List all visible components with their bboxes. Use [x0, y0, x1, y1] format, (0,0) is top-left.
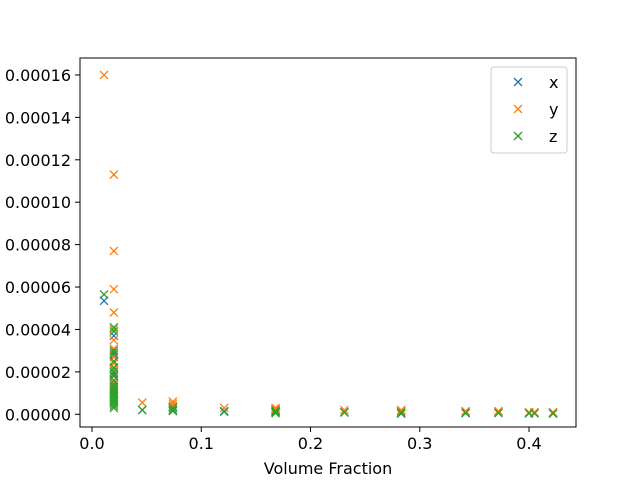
x-tick-label: 0.2 — [298, 434, 323, 453]
legend-box — [490, 66, 568, 154]
data-point-z — [396, 409, 406, 419]
data-point-y — [109, 344, 119, 353]
data-point-y — [109, 352, 119, 362]
x-tick-label: 0.3 — [407, 434, 432, 453]
data-point-y — [137, 398, 147, 408]
data-point-z — [109, 388, 119, 398]
data-point-y — [548, 407, 558, 417]
data-point-y — [168, 399, 178, 409]
data-point-z — [109, 394, 119, 404]
data-point-y — [109, 308, 119, 317]
data-point-y — [109, 335, 119, 345]
data-point-z — [530, 408, 539, 418]
data-point-z — [493, 408, 503, 418]
data-point-z — [109, 367, 119, 377]
y-tick-label: 0.00010 — [5, 193, 71, 212]
legend-item-z: z — [513, 127, 557, 146]
data-point-z — [109, 363, 119, 373]
data-point-z — [109, 382, 119, 392]
legend-marker-x — [513, 77, 523, 87]
data-point-y — [109, 246, 119, 256]
legend-marker-z — [513, 131, 523, 141]
plot-frame — [79, 57, 577, 428]
y-tick-label: 0.00000 — [5, 405, 71, 424]
plot-points — [99, 70, 558, 419]
data-point-z — [109, 399, 119, 409]
data-point-z — [137, 405, 147, 415]
data-point-z — [109, 348, 119, 358]
data-point-z — [109, 384, 119, 394]
x-axis-ticks: 0.0 0.1 0.2 0.3 0.4 — [79, 427, 542, 453]
legend: xyz — [490, 66, 568, 154]
data-point-y — [493, 406, 503, 416]
data-point-z — [109, 346, 119, 356]
data-point-y — [396, 405, 406, 415]
y-tick-label: 0.00016 — [5, 66, 71, 85]
data-point-z — [271, 408, 281, 418]
data-point-z — [271, 407, 281, 417]
data-point-y — [219, 403, 229, 413]
data-point-y — [530, 407, 539, 417]
y-tick-label: 0.00006 — [5, 278, 71, 297]
y-tick-label: 0.00004 — [5, 320, 71, 339]
y-tick-label: 0.00014 — [5, 108, 71, 127]
data-point-y — [109, 170, 119, 180]
data-point-y — [396, 406, 406, 416]
data-point-x — [99, 296, 109, 306]
data-point-z — [109, 390, 119, 400]
data-point-z — [109, 371, 119, 381]
data-point-x — [109, 369, 119, 379]
data-point-z — [168, 405, 178, 415]
data-point-y — [109, 378, 119, 387]
data-point-z — [271, 406, 281, 416]
legend-marker-y — [513, 104, 523, 114]
data-point-z — [219, 407, 229, 417]
x-tick-label: 0.1 — [189, 434, 214, 453]
legend-item-y: y — [513, 100, 558, 119]
data-point-z — [168, 406, 178, 416]
data-point-x — [109, 331, 119, 341]
data-point-z — [548, 409, 558, 419]
y-tick-label: 0.00008 — [5, 236, 71, 255]
legend-label: x — [549, 73, 558, 92]
x-axis-label: Volume Fraction — [264, 459, 392, 478]
data-point-y — [109, 284, 119, 294]
data-point-z — [339, 408, 349, 418]
x-tick-label: 0.0 — [79, 434, 104, 453]
data-point-z — [109, 401, 119, 411]
data-point-z — [168, 403, 178, 413]
x-tick-label: 0.4 — [516, 434, 541, 453]
data-point-x — [109, 350, 119, 360]
data-point-y — [461, 406, 471, 416]
legend-label: z — [549, 127, 557, 146]
data-point-y — [99, 70, 109, 80]
y-tick-label: 0.00002 — [5, 363, 71, 382]
legend-label: y — [549, 100, 558, 119]
data-point-z — [461, 408, 471, 418]
data-point-x — [271, 405, 281, 415]
data-point-z — [109, 397, 119, 407]
data-point-z — [109, 322, 119, 332]
data-point-z — [109, 386, 119, 396]
data-point-z — [109, 392, 119, 402]
data-point-y — [109, 324, 119, 334]
y-axis-ticks: 0.00000 0.00002 0.00004 0.00006 0.00008 0.000… — [5, 66, 80, 424]
data-point-y — [109, 365, 119, 375]
legend-item-x: x — [513, 73, 558, 92]
data-point-z — [109, 375, 119, 385]
data-point-y — [168, 397, 178, 407]
data-point-z — [109, 380, 119, 390]
data-point-z — [396, 408, 406, 418]
series-z — [99, 289, 558, 419]
data-point-y — [271, 404, 281, 414]
data-point-z — [109, 403, 119, 413]
data-point-z — [109, 356, 119, 366]
data-point-z — [109, 327, 119, 337]
data-point-z — [99, 289, 109, 299]
data-point-y — [339, 405, 349, 415]
data-point-y — [109, 358, 119, 368]
y-tick-label: 0.00012 — [5, 151, 71, 170]
